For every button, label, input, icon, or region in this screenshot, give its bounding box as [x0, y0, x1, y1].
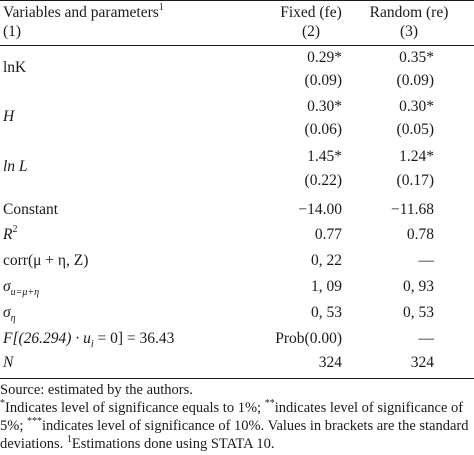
fixed-lnl-se: (0.22) — [304, 172, 342, 189]
random-r2: 0.78 — [406, 226, 434, 243]
var-n: N — [3, 354, 14, 371]
fixed-h-se: (0.06) — [304, 121, 342, 138]
significance-note: *Indicates level of significance equals … — [0, 398, 469, 452]
source-note: Source: estimated by the authors. — [0, 382, 193, 398]
fixed-lnk-se: (0.09) — [304, 72, 342, 89]
random-sigma-u: 0, 93 — [403, 278, 434, 295]
random-n: 324 — [410, 354, 434, 371]
var-f-test: F[(26.294) · ui = 0] = 36.43 — [3, 330, 175, 351]
var-r2: R2 — [3, 223, 18, 243]
fixed-corr: 0, 22 — [311, 252, 342, 269]
fixed-n: 324 — [318, 354, 342, 371]
random-lnk-se: (0.09) — [396, 72, 434, 89]
fixed-constant: −14.00 — [298, 201, 342, 218]
header-col1-num: (1) — [3, 23, 22, 40]
fixed-lnl: 1.45* — [307, 148, 342, 165]
fixed-r2: 0.77 — [314, 226, 342, 243]
fixed-h: 0.30* — [307, 98, 342, 115]
header-random-num: (3) — [399, 23, 419, 40]
random-constant: −11.68 — [390, 201, 434, 218]
random-lnl-se: (0.17) — [396, 172, 434, 189]
var-corr: corr(μ + η, Z) — [3, 252, 89, 269]
random-h-se: (0.05) — [396, 121, 434, 138]
var-constant: Constant — [3, 201, 59, 218]
header-fixed-num: (2) — [301, 23, 321, 40]
fixed-sigma-eta: 0, 53 — [311, 304, 342, 321]
table-notes: Source: estimated by the authors. *Indic… — [0, 381, 474, 453]
random-lnk: 0.35* — [399, 49, 434, 66]
fixed-sigma-u: 1, 09 — [311, 278, 342, 295]
var-lnl: ln L — [3, 158, 28, 175]
header-rule — [0, 45, 474, 46]
var-h: H — [3, 108, 15, 125]
var-sigma-u: σu=μ+η — [3, 278, 40, 299]
random-f-test: — — [418, 330, 435, 347]
fixed-f-test: Prob(0.00) — [275, 330, 342, 347]
random-h: 0.30* — [399, 98, 434, 115]
bottom-rule — [0, 378, 474, 379]
var-sigma-eta: ση — [3, 304, 16, 325]
header-fixed: Fixed (fe) — [280, 4, 342, 21]
random-corr: — — [418, 252, 435, 269]
header-variables: Variables and parameters1 — [3, 1, 164, 21]
var-lnk: lnK — [3, 59, 27, 76]
fixed-lnk: 0.29* — [307, 49, 342, 66]
header-random: Random (re) — [369, 4, 449, 21]
random-sigma-eta: 0, 53 — [403, 304, 434, 321]
random-lnl: 1.24* — [399, 148, 434, 165]
top-rule — [0, 0, 474, 1]
